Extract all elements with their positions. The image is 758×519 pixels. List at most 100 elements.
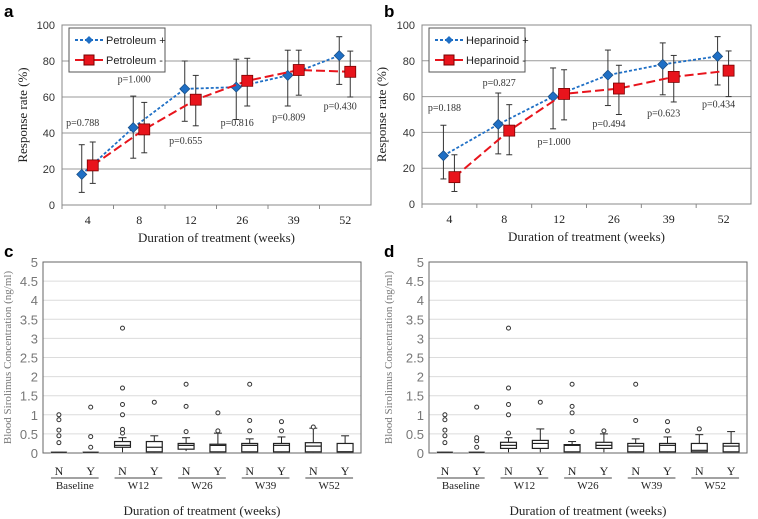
data-point-diamond xyxy=(602,69,614,81)
y-tick-label: 40 xyxy=(43,128,55,140)
y-tick-label: 2.5 xyxy=(20,351,38,366)
subgroup-label: Y xyxy=(600,464,609,478)
y-tick-label: 20 xyxy=(403,163,415,175)
subgroup-label: Y xyxy=(472,464,481,478)
group-label: W26 xyxy=(191,480,213,492)
data-point-square xyxy=(189,93,202,106)
outlier-point xyxy=(665,419,670,425)
outlier-point xyxy=(310,424,316,430)
data-point-square xyxy=(613,82,625,95)
subgroup-label: N xyxy=(118,464,127,478)
x-tick-label: 26 xyxy=(608,212,620,226)
y-tick-label: 100 xyxy=(397,20,415,32)
outlier-point xyxy=(56,433,62,439)
group-label: W12 xyxy=(128,480,149,492)
y-tick-label: 4.5 xyxy=(20,274,38,289)
y-tick-label: 4 xyxy=(31,293,38,308)
legend-marker-square xyxy=(443,54,455,66)
legend-label: Petroleum + xyxy=(106,35,166,47)
outlier-point xyxy=(537,399,543,405)
outlier-point xyxy=(569,403,575,409)
subgroup-label: N xyxy=(309,464,318,478)
y-tick-label: 0.5 xyxy=(406,427,424,442)
data-point-diamond xyxy=(437,150,449,162)
p-value-label: p=0.788 xyxy=(66,118,99,129)
subgroup-label: N xyxy=(631,464,640,478)
y-tick-label: 3.5 xyxy=(20,312,38,327)
x-axis-title: Duration of treatment (weeks) xyxy=(509,503,666,518)
box xyxy=(531,439,549,450)
group-label: W12 xyxy=(514,480,535,492)
outlier-point xyxy=(633,381,639,387)
y-tick-label: 80 xyxy=(403,56,415,68)
data-point-square xyxy=(448,171,461,184)
data-point-square xyxy=(503,124,516,137)
outlier-point xyxy=(474,404,480,410)
p-value-label: p=0.430 xyxy=(324,102,357,113)
p-value-label: p=0.494 xyxy=(592,119,625,130)
subgroup-label: Y xyxy=(727,464,736,478)
outlier-point xyxy=(120,325,125,331)
outlier-point xyxy=(569,429,575,435)
p-value-label: p=0.655 xyxy=(169,136,202,147)
panel-label: b xyxy=(384,2,394,21)
y-tick-label: 20 xyxy=(43,164,55,176)
group-label: W26 xyxy=(577,480,599,492)
data-point-square xyxy=(667,71,680,83)
outlier-point xyxy=(120,412,125,418)
outlier-point xyxy=(56,427,62,433)
p-value-label: p=0.623 xyxy=(647,108,680,119)
data-point-diamond xyxy=(333,50,345,62)
legend-label: Heparinoid - xyxy=(466,55,526,67)
y-tick-label: 0 xyxy=(417,446,424,461)
data-point-square xyxy=(241,74,254,87)
y-tick-label: 40 xyxy=(403,127,415,139)
p-value-label: p=1.000 xyxy=(118,75,151,86)
y-tick-label: 2 xyxy=(31,370,38,385)
subgroup-label: Y xyxy=(663,464,672,478)
legend-label: Petroleum - xyxy=(106,55,163,67)
x-tick-label: 26 xyxy=(236,213,248,227)
x-axis-title: Duration of treatment (weeks) xyxy=(508,229,665,244)
p-value-label: p=0.816 xyxy=(221,118,254,129)
outlier-point xyxy=(633,418,639,424)
outlier-point xyxy=(442,433,448,439)
x-tick-label: 39 xyxy=(663,212,675,226)
p-value-label: p=0.188 xyxy=(428,103,461,114)
y-tick-label: 3.5 xyxy=(406,312,424,327)
panel-label: d xyxy=(384,242,394,261)
x-tick-label: 52 xyxy=(339,213,351,227)
outlier-point xyxy=(183,429,189,435)
panel-c: c 0 0.5 1 1.5 2 2.5 3 3.5 4 4.5 5 N Y N Y N Y N Y N Y Baseline… xyxy=(2,242,362,518)
outlier-point xyxy=(120,385,125,391)
legend-marker-square xyxy=(83,54,95,66)
y-tick-label: 3 xyxy=(417,331,424,346)
outlier-point xyxy=(56,412,62,418)
plot-frame xyxy=(428,261,748,454)
outlier-point xyxy=(247,381,253,387)
panel-label: a xyxy=(4,2,14,21)
y-axis-title: Blood Sirolimus Concentration (ng/ml) xyxy=(2,271,14,445)
data-point-diamond xyxy=(179,83,191,95)
subgroup-label: N xyxy=(695,464,704,478)
subgroup-label: N xyxy=(182,464,191,478)
box xyxy=(336,442,354,453)
panel-b: b 0 20 40 60 80 100 4 8 12 26 39 52 Duration of treat… xyxy=(374,2,752,244)
outlier-point xyxy=(215,428,221,434)
data-point-square xyxy=(558,88,570,100)
group-label: W39 xyxy=(641,480,663,492)
x-tick-label: 4 xyxy=(446,212,452,226)
y-axis-title: Response rate (%) xyxy=(374,67,389,162)
data-point-square xyxy=(86,159,99,172)
group-label: W52 xyxy=(319,480,340,492)
subgroup-label: Y xyxy=(214,464,223,478)
outlier-point xyxy=(183,381,189,387)
box xyxy=(209,443,227,453)
p-value-label: p=0.809 xyxy=(272,112,305,123)
subgroup-label: N xyxy=(441,464,450,478)
outlier-point xyxy=(247,418,253,424)
x-tick-label: 52 xyxy=(718,212,730,226)
group-label: W39 xyxy=(255,480,277,492)
outlier-point xyxy=(56,417,62,423)
series-line xyxy=(442,55,718,157)
